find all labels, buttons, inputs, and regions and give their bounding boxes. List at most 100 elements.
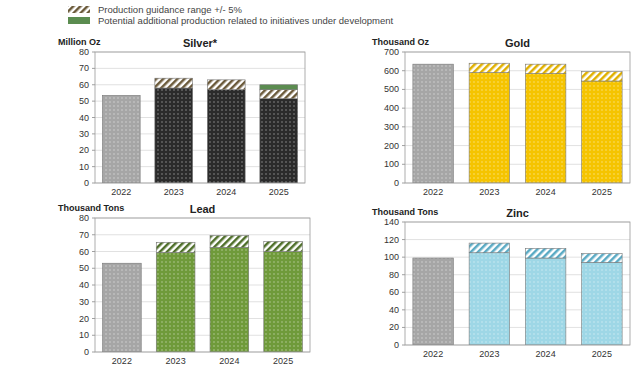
tick-label: 70: [79, 63, 89, 73]
tick-mark: [92, 352, 95, 353]
category-label: 2024: [536, 187, 556, 197]
tick-label: 700: [384, 47, 399, 57]
bar-segment: [525, 74, 566, 183]
grid-line: [405, 239, 630, 240]
category-label: 2023: [166, 356, 186, 366]
tick-mark: [92, 101, 95, 102]
tick-mark: [402, 345, 405, 346]
tick-mark: [402, 145, 405, 146]
tick-label: 100: [384, 159, 399, 169]
tick-label: 30: [79, 129, 89, 139]
tick-label: 10: [79, 162, 89, 172]
chart-panel: 0204060801001201402022202320242025ZincTh…: [372, 207, 630, 359]
tick-mark: [92, 234, 95, 235]
tick-mark: [92, 285, 95, 286]
bar-segment: [260, 85, 298, 90]
tick-label: 40: [79, 113, 89, 123]
bar-segment: [264, 241, 303, 251]
tick-label: 50: [79, 96, 89, 106]
category-label: 2024: [216, 187, 236, 197]
axis-label: Thousand Tons: [372, 207, 438, 217]
axis-label: Million Oz: [58, 37, 101, 47]
tick-mark: [402, 274, 405, 275]
bar-segment: [207, 90, 245, 183]
tick-mark: [92, 133, 95, 134]
grid-line: [95, 234, 310, 235]
tick-mark: [402, 222, 405, 223]
tick-label: 70: [79, 230, 89, 240]
tick-label: 80: [79, 47, 89, 57]
tick-mark: [92, 318, 95, 319]
bar-segment: [413, 64, 454, 183]
tick-mark: [402, 183, 405, 184]
bars: [413, 243, 622, 345]
category-label: 2024: [219, 356, 239, 366]
bar-segment: [260, 90, 298, 99]
bar-segment: [210, 236, 249, 248]
category-label: 2022: [423, 349, 443, 359]
bar-segment: [210, 247, 249, 352]
tick-mark: [402, 257, 405, 258]
chart-title: Gold: [505, 37, 530, 49]
tick-label: 20: [389, 322, 399, 332]
tick-mark: [402, 126, 405, 127]
plot-frame: [405, 52, 630, 183]
tick-label: 0: [394, 340, 399, 350]
bar-segment: [525, 64, 566, 73]
tick-mark: [402, 164, 405, 165]
axis-label: Thousand Oz: [372, 37, 429, 47]
category-label: 2022: [423, 187, 443, 197]
figure: Production guidance range +/- 5%Potentia…: [0, 0, 640, 369]
tick-label: 500: [384, 84, 399, 94]
tick-label: 0: [394, 178, 399, 188]
category-label: 2023: [479, 187, 499, 197]
tick-label: 10: [79, 330, 89, 340]
legend-entry: Potential additional production related …: [68, 15, 394, 26]
tick-mark: [92, 301, 95, 302]
tick-label: 80: [79, 213, 89, 223]
bar-segment: [260, 99, 298, 183]
grid-line: [95, 68, 305, 69]
tick-mark: [402, 309, 405, 310]
bars: [102, 78, 297, 183]
tick-label: 60: [389, 287, 399, 297]
bar-segment: [155, 88, 193, 183]
tick-label: 200: [384, 141, 399, 151]
category-label: 2023: [164, 187, 184, 197]
bar-segment: [103, 263, 142, 352]
tick-label: 50: [79, 263, 89, 273]
legend-swatch: [68, 6, 90, 13]
bars: [413, 63, 622, 183]
chart-title: Zinc: [506, 207, 529, 219]
plot-frame: [405, 222, 630, 345]
bar-segment: [156, 252, 195, 352]
tick-mark: [92, 335, 95, 336]
chart-title: Silver*: [183, 37, 218, 49]
tick-label: 600: [384, 66, 399, 76]
bar-segment: [582, 254, 623, 263]
bar-segment: [582, 72, 623, 81]
category-label: 2023: [479, 349, 499, 359]
legend-label: Production guidance range +/- 5%: [98, 4, 242, 15]
bar-segment: [102, 95, 140, 183]
tick-mark: [402, 292, 405, 293]
tick-label: 0: [84, 178, 89, 188]
plot-frame: [95, 218, 310, 352]
category-label: 2022: [111, 187, 131, 197]
tick-mark: [92, 150, 95, 151]
bar-segment: [582, 262, 623, 345]
tick-label: 80: [389, 270, 399, 280]
axis-label: Thousand Tons: [58, 203, 124, 213]
bars: [103, 236, 303, 352]
tick-label: 30: [79, 297, 89, 307]
category-label: 2024: [536, 349, 556, 359]
category-label: 2025: [269, 187, 289, 197]
chart-panel: 010203040506070802022202320242025LeadTho…: [58, 203, 310, 366]
bar-segment: [156, 242, 195, 252]
tick-mark: [92, 117, 95, 118]
tick-mark: [402, 239, 405, 240]
tick-label: 40: [389, 305, 399, 315]
tick-label: 20: [79, 145, 89, 155]
tick-label: 140: [384, 217, 399, 227]
tick-label: 300: [384, 122, 399, 132]
